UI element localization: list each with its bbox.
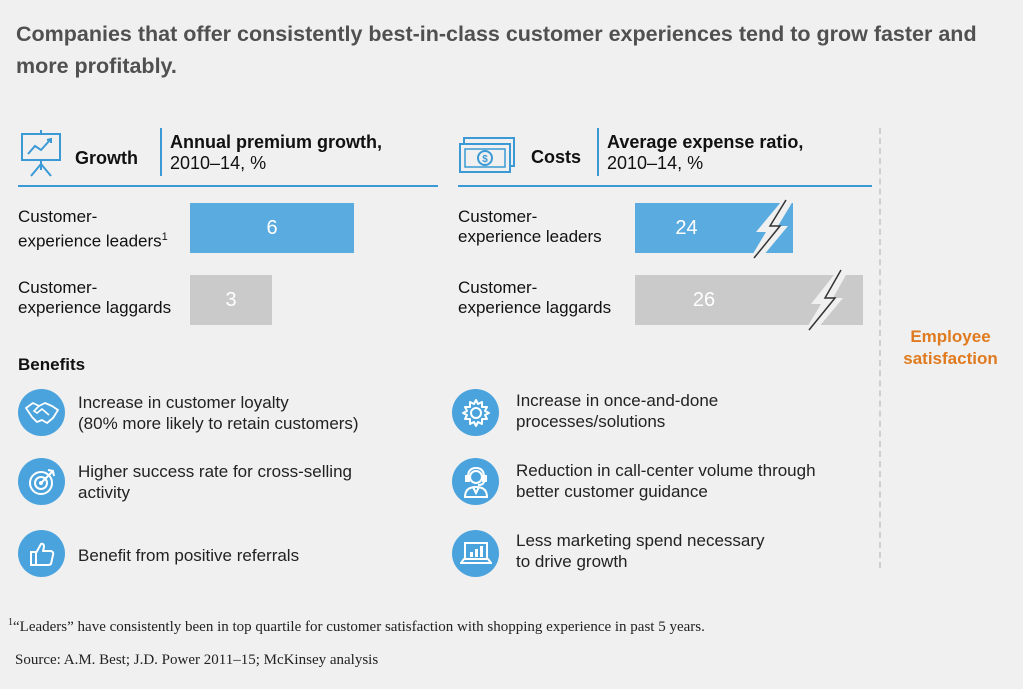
benefit-cross-selling-line1: Higher success rate for cross-selling — [78, 462, 352, 481]
employee-satisfaction-line2: satisfaction — [903, 349, 998, 368]
costs-leaders-label-line2: experience leaders — [458, 227, 602, 246]
axis-break-mark-laggards — [803, 266, 851, 334]
benefit-call-center-line2: better customer guidance — [516, 482, 708, 501]
growth-laggards-label: Customer- experience laggards — [18, 278, 171, 318]
costs-header-rule — [458, 185, 872, 187]
costs-divider — [597, 128, 599, 176]
headset-agent-icon — [452, 458, 499, 505]
benefit-marketing-spend-line2: to drive growth — [516, 552, 628, 571]
benefit-marketing-spend: Less marketing spend necessary to drive … — [516, 530, 765, 572]
growth-leaders-value: 6 — [266, 216, 278, 239]
benefit-referrals: Benefit from positive referrals — [78, 546, 300, 565]
benefit-cross-selling-line2: activity — [78, 483, 130, 502]
growth-leaders-label-line2: experience leaders — [18, 231, 162, 251]
growth-laggards-bar: 3 — [190, 275, 272, 325]
growth-header-rule — [18, 185, 438, 187]
benefit-once-and-done-line2: processes/solutions — [516, 412, 666, 431]
benefit-loyalty-line2: (80% more likely to retain customers) — [78, 414, 359, 433]
source-note: Source: A.M. Best; J.D. Power 2011–15; M… — [15, 652, 379, 668]
growth-metric-period: 2010–14, % — [170, 153, 267, 173]
benefit-call-center-line1: Reduction in call-center volume through — [516, 461, 816, 480]
section-divider — [879, 128, 881, 568]
growth-metric-bold: Annual premium growth, — [170, 132, 383, 152]
axis-break-mark-leaders — [748, 196, 796, 262]
costs-label: Costs — [531, 147, 582, 167]
costs-laggards-label: Customer- experience laggards — [458, 278, 611, 318]
benefit-call-center: Reduction in call-center volume through … — [516, 460, 816, 502]
benefit-marketing-spend-line1: Less marketing spend necessary — [516, 531, 765, 550]
growth-metric: Annual premium growth, 2010–14, % — [170, 132, 382, 174]
growth-label: Growth — [75, 148, 138, 168]
costs-laggards-value: 26 — [692, 288, 716, 311]
svg-text:$: $ — [482, 154, 488, 165]
growth-laggards-label-line2: experience laggards — [18, 298, 172, 317]
presentation-chart-icon — [20, 130, 62, 178]
laptop-chart-icon — [452, 530, 499, 577]
costs-metric-period: 2010–14, % — [607, 153, 704, 173]
costs-metric: Average expense ratio, 2010–14, % — [607, 132, 803, 174]
employee-satisfaction-line1: Employee — [910, 327, 991, 346]
thumbs-up-icon — [18, 530, 65, 577]
gear-icon — [452, 389, 499, 436]
handshake-icon — [18, 389, 65, 436]
benefit-loyalty-line1: Increase in customer loyalty — [78, 393, 289, 412]
growth-leaders-label-line1: Customer- — [18, 207, 98, 226]
benefits-heading: Benefits — [18, 355, 86, 374]
benefit-loyalty: Increase in customer loyalty (80% more l… — [78, 392, 359, 434]
costs-leaders-label: Customer- experience leaders — [458, 207, 602, 247]
costs-laggards-label-line1: Customer- — [458, 278, 538, 297]
benefit-cross-selling: Higher success rate for cross-selling ac… — [78, 461, 352, 503]
growth-laggards-value: 3 — [225, 288, 237, 311]
costs-leaders-label-line1: Customer- — [458, 207, 538, 226]
costs-metric-bold: Average expense ratio, — [607, 132, 804, 152]
target-icon — [18, 458, 65, 505]
benefit-once-and-done: Increase in once-and-done processes/solu… — [516, 390, 718, 432]
money-bill-icon: $ — [458, 136, 518, 176]
costs-leaders-value: 24 — [675, 216, 698, 239]
footnote-number: 1 — [8, 617, 13, 628]
growth-divider — [160, 128, 162, 176]
footnote: 1“Leaders” have consistently been in top… — [8, 617, 705, 636]
chart-title: Companies that offer consistently best-i… — [16, 22, 977, 78]
footnote-text: “Leaders” have consistently been in top … — [13, 619, 705, 635]
growth-leaders-label: Customer- experience leaders1 — [18, 207, 168, 252]
growth-laggards-label-line1: Customer- — [18, 278, 98, 297]
costs-laggards-label-line2: experience laggards — [458, 298, 612, 317]
growth-leaders-bar: 6 — [190, 203, 354, 253]
footnote-marker: 1 — [161, 231, 168, 243]
employee-satisfaction-label: Employee satisfaction — [888, 326, 1013, 370]
benefit-once-and-done-line1: Increase in once-and-done — [516, 391, 719, 410]
